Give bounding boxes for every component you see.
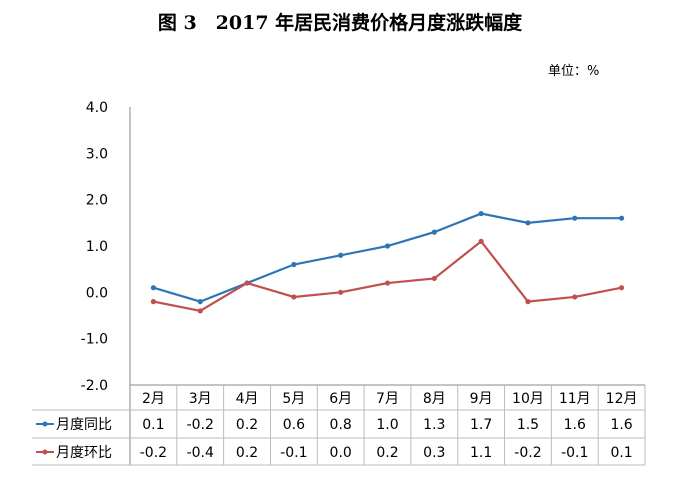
data-table-cell: -0.2 bbox=[514, 445, 541, 461]
data-point bbox=[431, 229, 437, 235]
data-point bbox=[150, 285, 157, 291]
data-table-cell: 0.2 bbox=[376, 445, 398, 461]
x-category-label: 8月 bbox=[423, 391, 446, 407]
x-category-label: 6月 bbox=[329, 391, 352, 407]
data-point bbox=[618, 215, 625, 221]
data-table-cell: -0.4 bbox=[187, 445, 214, 461]
data-point bbox=[291, 294, 297, 300]
data-table-cell: 1.5 bbox=[517, 417, 539, 433]
data-point bbox=[525, 220, 531, 226]
data-point bbox=[431, 275, 437, 282]
y-tick-label: 4.0 bbox=[86, 100, 108, 116]
data-point bbox=[525, 299, 531, 305]
data-table-cell: 1.7 bbox=[470, 417, 492, 433]
data-table-cell: 0.0 bbox=[330, 445, 352, 461]
legend-marker-1 bbox=[42, 449, 48, 455]
y-tick-label: -2.0 bbox=[81, 378, 108, 394]
data-point bbox=[244, 280, 250, 286]
data-table-cell: -0.2 bbox=[140, 445, 167, 461]
legend-label: 月度环比 bbox=[56, 445, 112, 461]
chart-title: 图 3 2017 年居民消费价格月度涨跌幅度 bbox=[157, 12, 523, 34]
data-table-cell: 0.3 bbox=[423, 445, 445, 461]
legend-label: 月度同比 bbox=[56, 417, 112, 433]
data-point bbox=[338, 289, 344, 295]
x-category-label: 5月 bbox=[282, 391, 305, 407]
data-point bbox=[384, 243, 391, 249]
data-table-cell: 0.6 bbox=[283, 417, 305, 433]
x-category-label: 10月 bbox=[512, 391, 544, 407]
data-point bbox=[478, 238, 484, 244]
x-category-label: 11月 bbox=[559, 391, 591, 407]
data-point bbox=[150, 299, 157, 305]
data-table-cell: -0.1 bbox=[561, 445, 588, 461]
x-category-label: 9月 bbox=[470, 391, 493, 407]
series-line-1 bbox=[153, 239, 622, 313]
y-tick-label: 0.0 bbox=[86, 285, 108, 301]
data-table-cell: 0.2 bbox=[236, 445, 258, 461]
x-category-label: 3月 bbox=[189, 391, 212, 407]
data-table-cell: 1.6 bbox=[564, 417, 586, 433]
data-point bbox=[384, 280, 391, 286]
x-category-label: 4月 bbox=[236, 391, 259, 407]
data-point bbox=[618, 285, 625, 291]
data-point bbox=[572, 215, 578, 221]
y-tick-label: 1.0 bbox=[86, 239, 108, 255]
x-category-label: 7月 bbox=[376, 391, 399, 407]
data-table-cell: 0.1 bbox=[142, 417, 164, 433]
data-table-cell: 1.1 bbox=[470, 445, 492, 461]
data-table-cell: 1.6 bbox=[610, 417, 632, 433]
data-table-cell: 0.8 bbox=[330, 417, 352, 433]
data-point bbox=[338, 252, 344, 258]
y-tick-label: 2.0 bbox=[86, 193, 108, 209]
series-line-0 bbox=[153, 212, 622, 303]
x-category-label: 12月 bbox=[606, 391, 638, 407]
data-point bbox=[572, 294, 578, 300]
data-table-cell: 1.0 bbox=[376, 417, 398, 433]
data-point bbox=[291, 261, 297, 268]
unit-label: 单位：% bbox=[548, 64, 600, 79]
data-table-cell: -0.2 bbox=[187, 417, 214, 433]
y-tick-label: -1.0 bbox=[81, 332, 108, 348]
x-category-label: 2月 bbox=[142, 391, 165, 407]
data-point bbox=[478, 210, 484, 217]
data-table-cell: 0.2 bbox=[236, 417, 258, 433]
data-point bbox=[197, 299, 203, 305]
y-tick-label: 3.0 bbox=[86, 146, 108, 162]
legend-marker-0 bbox=[42, 421, 48, 427]
data-table-cell: 0.1 bbox=[610, 445, 632, 461]
data-table-cell: -0.1 bbox=[280, 445, 307, 461]
data-point bbox=[197, 308, 203, 314]
data-table-cell: 1.3 bbox=[423, 417, 445, 433]
